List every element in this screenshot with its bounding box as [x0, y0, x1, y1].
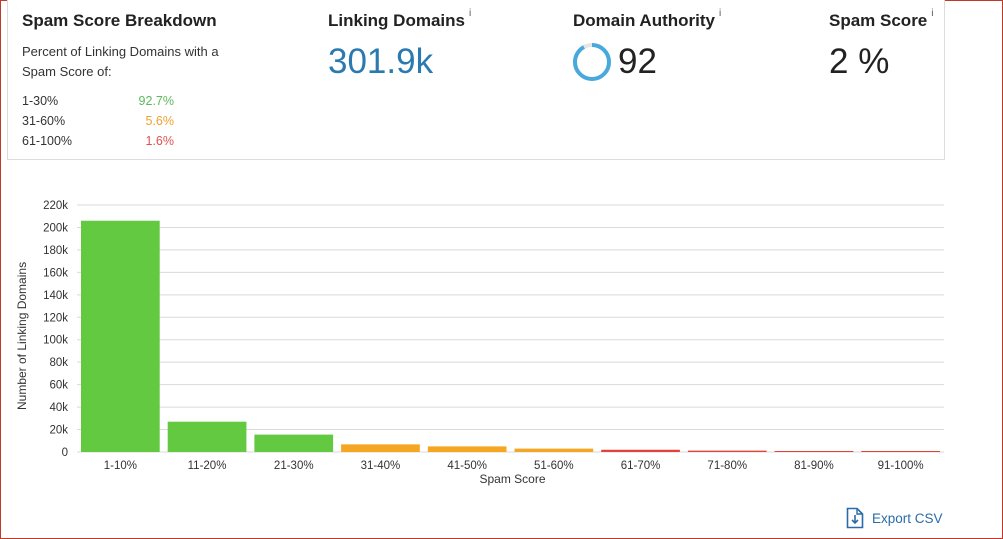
y-tick-label: 80k: [49, 357, 68, 369]
info-icon[interactable]: i: [718, 8, 722, 20]
export-csv-button[interactable]: Export CSV: [846, 507, 943, 529]
y-tick-label: 120k: [43, 312, 68, 324]
domain-authority-label: Domain Authority i: [573, 8, 722, 30]
x-tick-label: 31-40%: [361, 460, 401, 472]
x-tick-label: 61-70%: [621, 460, 661, 472]
breakdown-description: Percent of Linking Domains with a Spam S…: [22, 44, 219, 79]
bar: [254, 434, 334, 452]
y-tick-label: 100k: [43, 335, 68, 347]
bar: [167, 421, 247, 452]
range-label: 1-30%: [22, 94, 59, 108]
x-tick-label: 1-10%: [104, 460, 137, 472]
bar: [687, 450, 767, 452]
spam-score-value: 2 %: [829, 42, 890, 81]
download-file-icon: [846, 507, 864, 529]
y-axis-title: Number of Linking Domains: [15, 261, 29, 410]
x-tick-label: 71-80%: [707, 460, 747, 472]
y-tick-label: 0: [62, 447, 68, 459]
linking-domains-value: 301.9k: [328, 42, 434, 81]
range-percent: 5.6%: [145, 114, 175, 128]
export-csv-label: Export CSV: [872, 510, 943, 526]
spam-score-label: Spam Score i: [829, 8, 934, 30]
x-tick-label: 81-90%: [794, 460, 834, 472]
domain-authority-value: 92: [618, 42, 657, 81]
x-axis-title: Spam Score: [479, 472, 545, 486]
bar: [601, 449, 680, 452]
x-tick-label: 51-60%: [534, 460, 574, 472]
x-tick-label: 11-20%: [188, 460, 227, 472]
y-tick-label: 160k: [43, 267, 68, 279]
range-label: 31-60%: [22, 114, 66, 128]
range-row-31-60: 31-60% 5.6%: [22, 111, 174, 131]
range-percent: 1.6%: [145, 134, 175, 148]
range-percent: 92.7%: [138, 94, 174, 108]
range-row-1-30: 1-30% 92.7%: [22, 91, 174, 111]
bar: [427, 446, 507, 452]
donut-icon: [573, 43, 611, 81]
bar: [81, 220, 160, 452]
linking-domains-label: Linking Domains i: [328, 8, 472, 30]
y-tick-label: 20k: [49, 425, 68, 437]
x-tick-label: 41-50%: [447, 460, 487, 472]
info-icon[interactable]: i: [931, 8, 934, 20]
bar: [514, 448, 594, 452]
x-tick-label: 91-100%: [878, 460, 924, 472]
bar: [774, 451, 854, 452]
bar: [341, 444, 420, 452]
y-tick-label: 200k: [43, 222, 68, 234]
spam-score-chart: 0 20k 40k 60k 80k 100k 120k 140k 160k 180k 200k 220…: [43, 200, 944, 486]
x-tick-label: 21-30%: [274, 460, 314, 472]
breakdown-title: Spam Score Breakdown: [22, 11, 217, 30]
y-tick-label: 180k: [43, 245, 68, 257]
y-tick-label: 140k: [43, 290, 68, 302]
y-tick-label: 220k: [43, 200, 68, 212]
info-icon[interactable]: i: [468, 8, 472, 20]
range-label: 61-100%: [22, 134, 73, 148]
bar: [861, 451, 940, 452]
summary-card: [7, 0, 945, 160]
y-tick-label: 40k: [49, 402, 68, 414]
y-tick-label: 60k: [49, 380, 68, 392]
range-row-61-100: 61-100% 1.6%: [22, 131, 174, 151]
